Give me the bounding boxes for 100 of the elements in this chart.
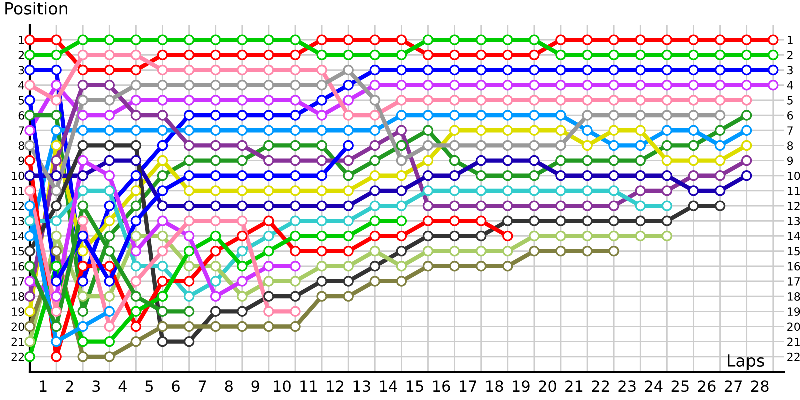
point bbox=[184, 80, 195, 91]
point bbox=[608, 140, 620, 152]
x-tick-label: 8 bbox=[225, 380, 233, 392]
point bbox=[502, 230, 514, 242]
point bbox=[51, 110, 62, 121]
point bbox=[476, 50, 487, 61]
point bbox=[51, 140, 62, 152]
y2-tick-label: 13 bbox=[788, 217, 800, 226]
point bbox=[237, 95, 248, 106]
x-tick-label: 7 bbox=[198, 380, 206, 392]
point bbox=[130, 276, 142, 287]
point bbox=[184, 50, 195, 61]
point bbox=[635, 200, 646, 212]
point bbox=[768, 64, 779, 76]
point bbox=[184, 321, 195, 332]
point bbox=[370, 110, 380, 121]
point bbox=[422, 170, 434, 182]
point bbox=[608, 95, 620, 106]
point bbox=[210, 246, 222, 257]
point bbox=[396, 50, 408, 61]
point bbox=[237, 246, 248, 257]
point bbox=[24, 155, 36, 166]
point bbox=[370, 64, 380, 76]
point bbox=[104, 336, 115, 348]
point bbox=[582, 50, 593, 61]
point bbox=[741, 170, 752, 182]
point bbox=[24, 34, 36, 46]
point bbox=[104, 186, 115, 196]
point bbox=[24, 321, 36, 332]
x-tick-label: 3 bbox=[92, 380, 100, 392]
point bbox=[184, 34, 195, 46]
y2-tick-label: 22 bbox=[788, 352, 800, 362]
point bbox=[316, 276, 328, 287]
point bbox=[184, 125, 195, 136]
point bbox=[556, 186, 566, 196]
point bbox=[130, 170, 142, 182]
point bbox=[422, 110, 434, 121]
point bbox=[290, 64, 301, 76]
point bbox=[529, 140, 540, 152]
point bbox=[370, 95, 380, 106]
point bbox=[316, 261, 328, 272]
point bbox=[130, 216, 142, 226]
x-tick-label: 13 bbox=[354, 380, 370, 392]
point bbox=[556, 80, 566, 91]
point bbox=[688, 34, 700, 46]
point bbox=[608, 80, 620, 91]
point bbox=[449, 50, 460, 61]
point bbox=[210, 140, 222, 152]
point bbox=[264, 291, 274, 302]
point bbox=[582, 155, 593, 166]
point bbox=[502, 246, 514, 257]
point bbox=[157, 200, 168, 212]
point bbox=[422, 140, 434, 152]
point bbox=[449, 246, 460, 257]
point bbox=[343, 95, 354, 106]
point bbox=[556, 125, 566, 136]
point bbox=[130, 125, 142, 136]
point bbox=[396, 200, 408, 212]
point bbox=[237, 200, 248, 212]
point bbox=[741, 110, 752, 121]
y2-tick-label: 20 bbox=[788, 322, 800, 332]
point bbox=[449, 110, 460, 121]
point bbox=[264, 306, 274, 317]
x-tick-label: 24 bbox=[645, 380, 663, 392]
point bbox=[608, 216, 620, 226]
point bbox=[476, 80, 487, 91]
x-tick-label: 26 bbox=[698, 380, 716, 392]
point bbox=[370, 125, 380, 136]
point bbox=[104, 110, 115, 121]
point bbox=[449, 34, 460, 46]
point bbox=[157, 95, 168, 106]
point bbox=[316, 34, 328, 46]
point bbox=[635, 230, 646, 242]
point bbox=[370, 246, 380, 257]
x-tick-label: 22 bbox=[592, 380, 609, 392]
point bbox=[396, 230, 408, 242]
point bbox=[662, 80, 673, 91]
point bbox=[290, 321, 301, 332]
point bbox=[210, 110, 222, 121]
point bbox=[130, 261, 142, 272]
point bbox=[290, 291, 301, 302]
point bbox=[237, 155, 248, 166]
y-tick-label: 2 bbox=[18, 51, 24, 60]
point bbox=[556, 50, 566, 61]
point bbox=[529, 170, 540, 182]
point bbox=[51, 321, 62, 332]
y-tick-label: 14 bbox=[12, 232, 25, 240]
point bbox=[476, 170, 487, 182]
point bbox=[714, 50, 726, 61]
y-tick-label: 19 bbox=[12, 308, 24, 316]
point bbox=[529, 64, 540, 76]
point bbox=[104, 64, 115, 76]
point bbox=[264, 64, 274, 76]
point bbox=[529, 200, 540, 212]
point bbox=[210, 291, 222, 302]
y2-tick-label: 1 bbox=[788, 36, 793, 44]
point bbox=[343, 110, 354, 121]
point bbox=[104, 125, 115, 136]
point bbox=[396, 110, 408, 121]
point bbox=[608, 110, 620, 121]
